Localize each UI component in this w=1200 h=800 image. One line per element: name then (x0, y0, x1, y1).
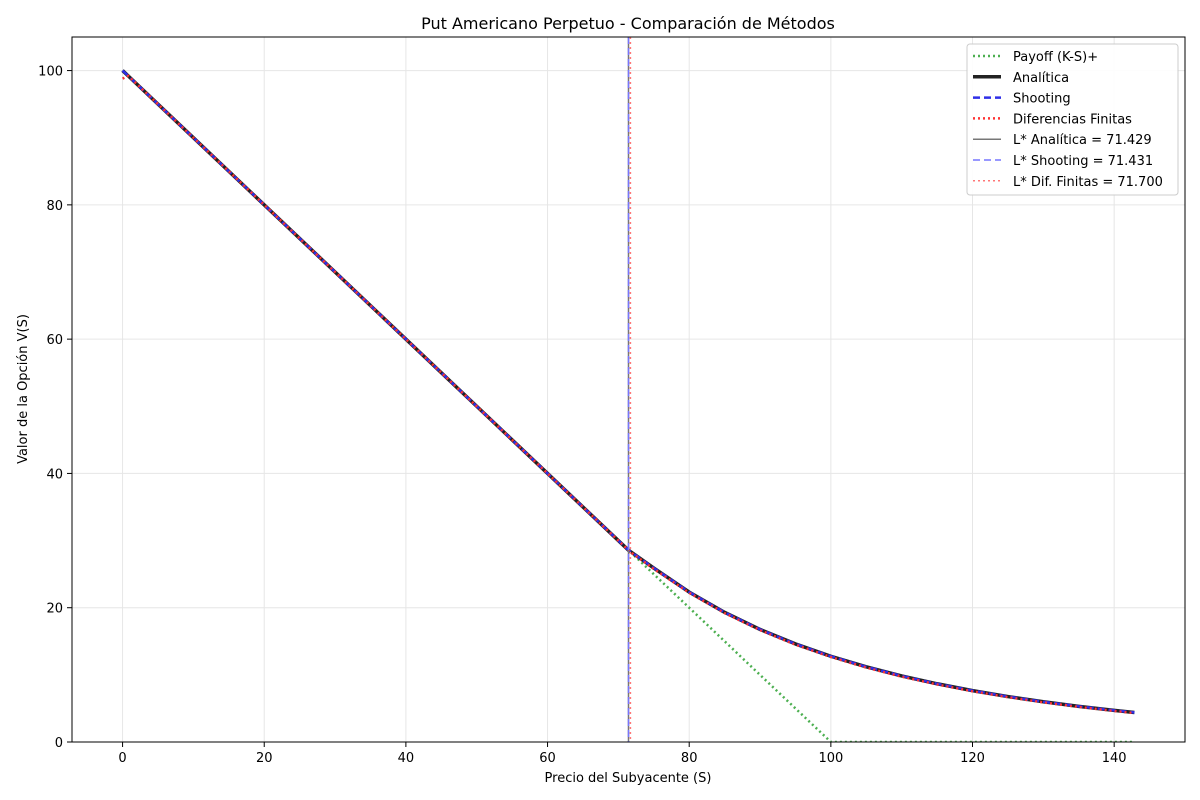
y-tick-label: 20 (46, 602, 63, 617)
legend-label-2: Shooting (1013, 92, 1071, 107)
y-axis-label: Valor de la Opción V(S) (16, 314, 31, 464)
x-tick-label: 80 (681, 751, 698, 766)
x-tick-label: 140 (1102, 751, 1127, 766)
legend-box (966, 43, 1179, 196)
series-group (121, 37, 1135, 742)
x-tick-label: 40 (398, 751, 415, 766)
x-tick-label: 20 (256, 751, 273, 766)
ticks: 0 20 40 60 80 100 120 140 0 20 40 60 80 100 (38, 65, 1126, 766)
y-tick-label: 100 (38, 65, 63, 80)
y-tick-label: 80 (46, 199, 63, 214)
legend-label-0: Payoff (K-S)+ (1013, 50, 1098, 65)
chart-title: Put Americano Perpetuo - Comparación de … (421, 14, 835, 33)
x-axis-label: Precio del Subyacente (S) (545, 771, 712, 786)
legend-label-4: L* Analítica = 71.429 (1013, 133, 1152, 148)
legend-label-1: Analítica (1013, 71, 1069, 86)
x-tick-label: 0 (118, 751, 126, 766)
x-tick-label: 60 (539, 751, 556, 766)
x-tick-label: 120 (960, 751, 985, 766)
y-tick-label: 60 (46, 333, 63, 348)
legend: Payoff (K-S)+ Analítica Shooting Diferencia… (966, 43, 1179, 196)
x-tick-label: 100 (818, 751, 843, 766)
y-tick-label: 0 (55, 736, 63, 751)
legend-label-5: L* Shooting = 71.431 (1013, 154, 1153, 169)
axes-frame (71, 36, 1186, 743)
legend-label-3: Diferencias Finitas (1013, 112, 1132, 127)
y-tick-label: 40 (46, 467, 63, 482)
legend-label-6: L* Dif. Finitas = 71.700 (1013, 175, 1163, 190)
plot-area (121, 37, 1135, 742)
